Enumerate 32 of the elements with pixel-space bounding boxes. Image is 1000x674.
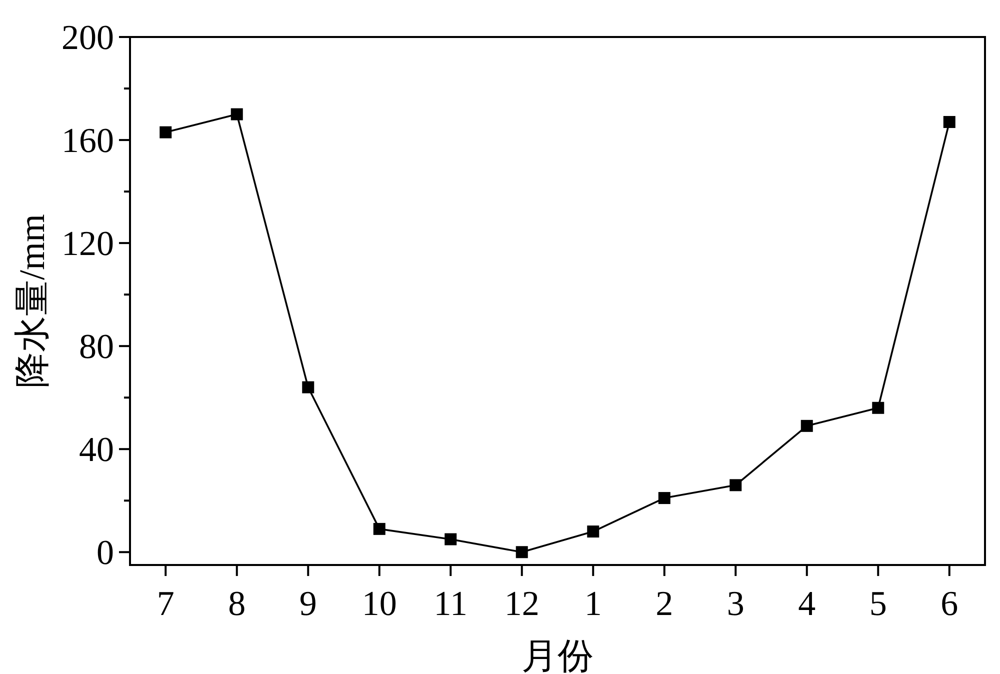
x-tick-label: 3 [726, 584, 744, 623]
point [587, 526, 600, 538]
x-tick-label: 1 [584, 584, 602, 623]
x-tick-label: 12 [504, 584, 540, 623]
y-axis-title: 降水量/mm [12, 214, 52, 388]
point [730, 479, 742, 492]
y-tick-label: 0 [96, 533, 114, 572]
point [230, 108, 243, 120]
y-tick-label: 160 [62, 121, 114, 160]
x-tick-label: 4 [798, 584, 816, 623]
point [160, 126, 172, 138]
x-tick-label: 5 [869, 584, 887, 623]
x-tick-label: 8 [228, 584, 246, 623]
x-tick-label: 10 [362, 584, 397, 623]
point [516, 546, 528, 558]
x-tick-label: 6 [940, 584, 958, 623]
x-tick-label: 9 [299, 584, 317, 623]
y-tick-label: 120 [62, 224, 114, 264]
point [444, 533, 457, 546]
x-axis-title: 月份 [522, 636, 594, 674]
y-tick-label: 40 [79, 430, 114, 470]
point [373, 522, 386, 535]
point [302, 381, 314, 394]
y-tick-label: 80 [79, 327, 114, 366]
y-tick-label: 200 [62, 18, 114, 57]
x-tick-label: 7 [156, 584, 174, 623]
point [658, 492, 670, 504]
x-tick-label: 2 [656, 584, 674, 623]
point [800, 420, 813, 432]
x-tick-label: 11 [434, 584, 468, 623]
point [943, 116, 956, 128]
point [872, 402, 884, 414]
